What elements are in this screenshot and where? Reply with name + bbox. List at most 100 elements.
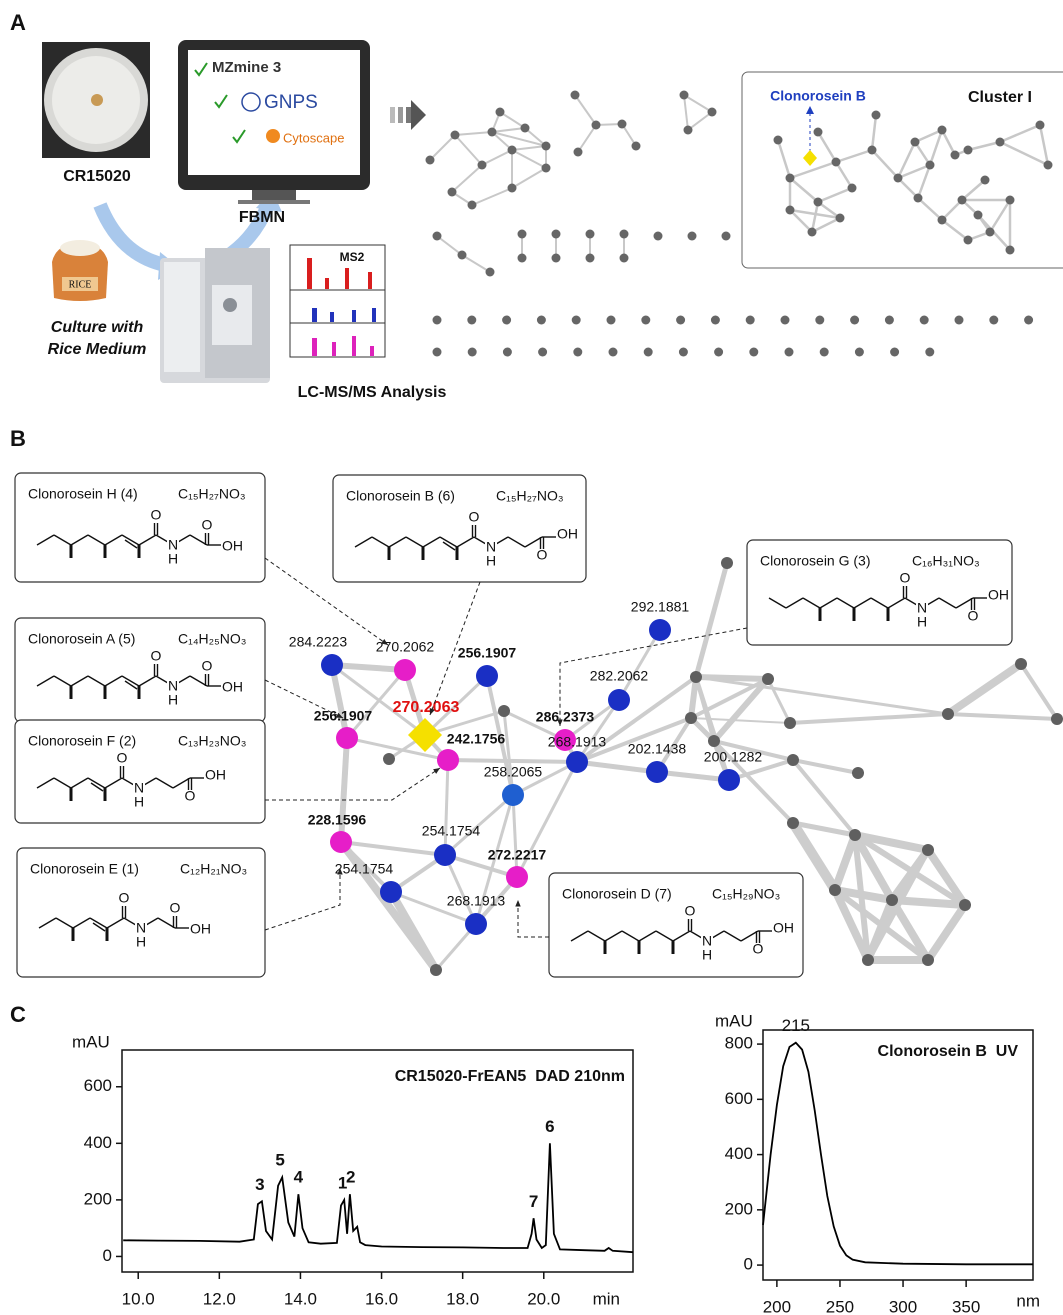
node [685,712,697,724]
cluster-title: Cluster I [968,89,1032,106]
node [542,164,551,173]
trace [763,1043,1033,1265]
atom-label: H [702,947,712,963]
compound-name: Clonorosein H (4) [28,486,138,502]
edge [462,255,490,272]
node [721,557,733,569]
x-tick-label: 250 [826,1297,854,1315]
y-tick-label: 800 [725,1034,753,1053]
x-tick-label: 14.0 [284,1289,317,1308]
node [646,761,668,783]
compound-formula: C₁₅H₂₇NO₃ [178,486,246,502]
node [426,156,435,165]
compound-formula: C₁₆H₃₁NO₃ [912,553,980,569]
edge [948,714,1057,719]
node [620,230,629,239]
node [785,348,794,357]
atom-label: O [119,890,130,906]
y-tick-label: 0 [103,1246,112,1265]
edge [575,95,596,125]
node [574,148,583,157]
atom-label: O [151,648,162,664]
node [437,749,459,771]
chart-title: Clonorosein B UV [878,1043,1019,1060]
node [552,254,561,263]
node-label: 282.2062 [590,668,649,684]
node [468,201,477,210]
x-axis-label: min [593,1289,620,1308]
node [542,142,551,151]
node [498,705,510,717]
atom-label: O [968,608,979,624]
node [942,708,954,720]
y-axis-label: mAU [715,1011,753,1030]
atom-label: H [486,553,496,569]
node [641,316,650,325]
x-tick-label: 10.0 [122,1289,155,1308]
node [832,158,841,167]
atom-label: OH [205,767,226,783]
node [573,348,582,357]
atom-label: O [469,509,480,525]
arrow-head [515,900,520,906]
node [714,348,723,357]
node [925,348,934,357]
atom-label: OH [222,538,243,554]
edge [768,679,790,723]
node [964,236,973,245]
node [538,348,547,357]
x-tick-label: 18.0 [446,1289,479,1308]
peak-label: 7 [529,1192,538,1211]
atom-label: H [168,692,178,708]
node [784,717,796,729]
y-tick-label: 200 [725,1199,753,1218]
atom-label: O [537,547,548,563]
atom-label: OH [773,920,794,936]
compound-name: Clonorosein D (7) [562,886,672,902]
node [508,184,517,193]
edge [448,760,577,762]
node [1051,713,1063,725]
peak-label: 3 [255,1175,264,1194]
software: MZmine 3 [212,59,281,76]
node [518,254,527,263]
atom-label: OH [190,921,211,937]
compound-name: Clonorosein B (6) [346,488,455,504]
node [722,232,731,241]
node [607,316,616,325]
culture-label: Rice Medium [48,341,147,358]
node [654,232,663,241]
peak-label: 215 [782,1016,810,1035]
edge [391,892,436,970]
trace [123,1143,633,1252]
node [468,348,477,357]
y-tick-label: 400 [84,1133,112,1152]
flow-arrow [100,205,165,265]
atom-label: OH [557,526,578,542]
node-label: 202.1438 [628,741,687,757]
edge [437,236,462,255]
edge [492,128,525,132]
node [1036,121,1045,130]
node [781,316,790,325]
edge [696,563,727,677]
node [920,316,929,325]
edge [691,677,696,718]
node-label: 228.1596 [308,812,367,828]
node [852,767,864,779]
node [850,316,859,325]
node [496,108,505,117]
atom-label: O [117,750,128,766]
node [506,866,528,888]
node-label: 268.1913 [447,893,506,909]
compound-formula: C₁₄H₂₅NO₃ [178,631,246,647]
node [688,232,697,241]
y-axis-label: mAU [72,1032,110,1051]
node [433,232,442,241]
edge [928,905,965,960]
node [886,894,898,906]
petri-dish [42,42,150,158]
node [448,188,457,197]
node [848,184,857,193]
edge [341,842,445,855]
